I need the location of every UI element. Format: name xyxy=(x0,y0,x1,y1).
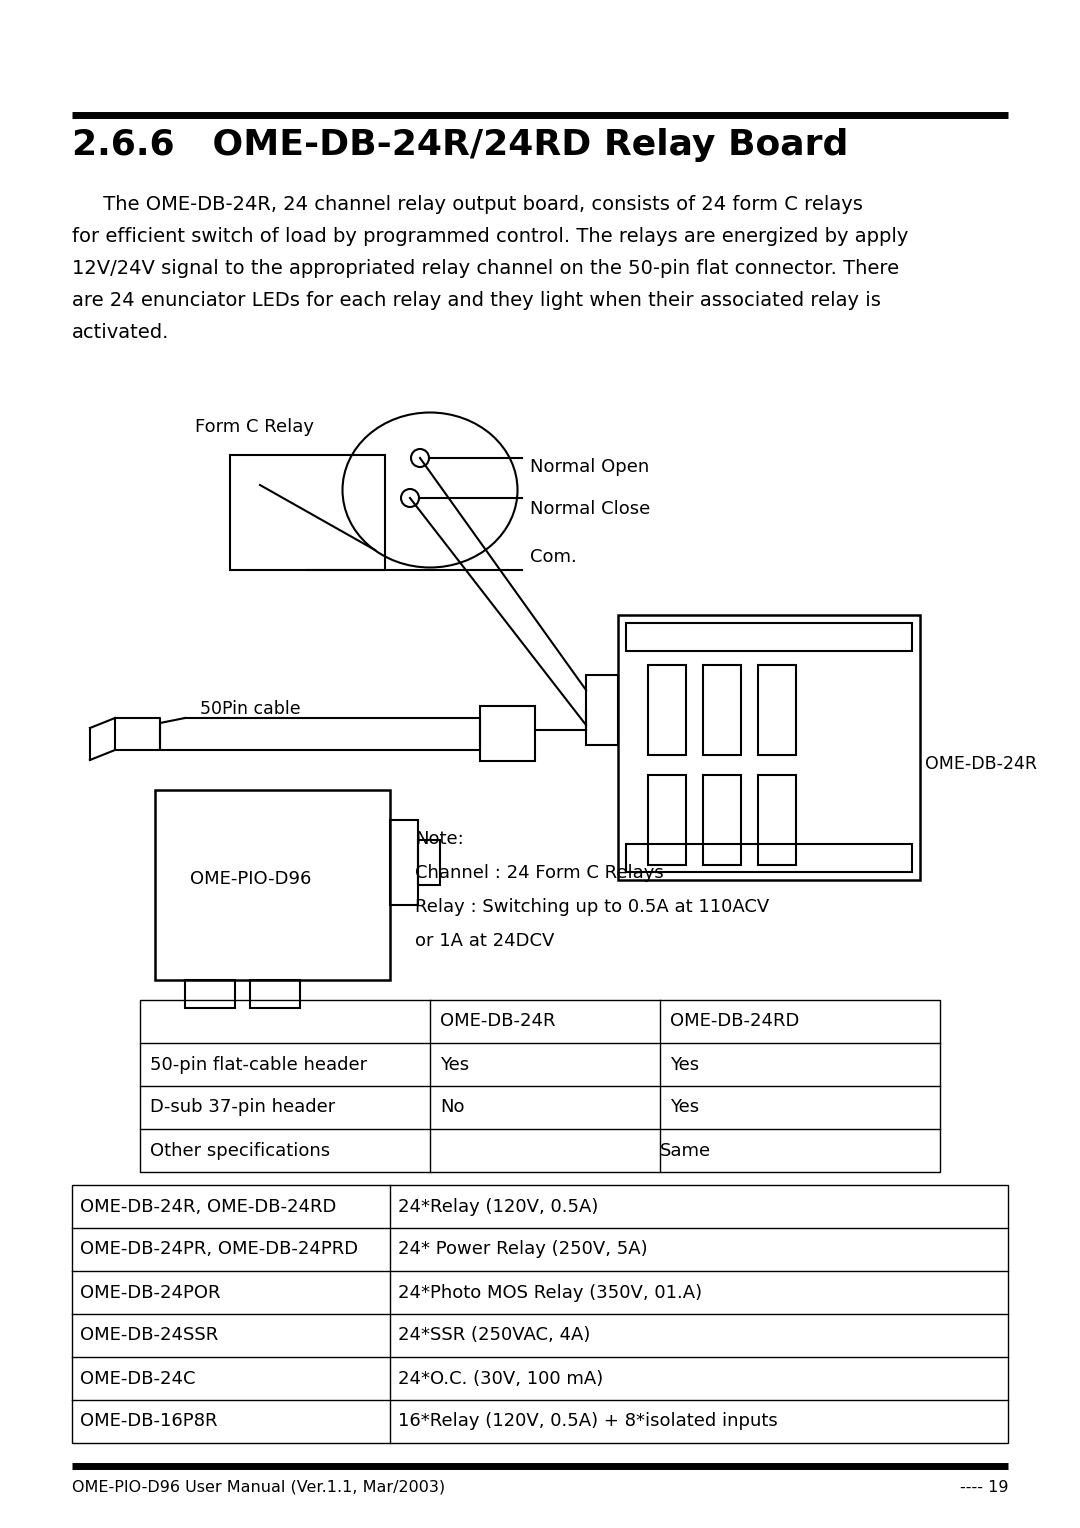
Text: 24* Power Relay (250V, 5A): 24* Power Relay (250V, 5A) xyxy=(399,1241,648,1259)
Bar xyxy=(618,614,920,880)
Bar xyxy=(418,840,440,885)
Text: ---- 19: ---- 19 xyxy=(959,1481,1008,1494)
Text: OME-PIO-D96 User Manual (Ver.1.1, Mar/2003): OME-PIO-D96 User Manual (Ver.1.1, Mar/20… xyxy=(72,1481,445,1494)
Bar xyxy=(648,775,686,865)
Text: are 24 enunciator LEDs for each relay and they light when their associated relay: are 24 enunciator LEDs for each relay an… xyxy=(72,290,881,310)
Text: 24*SSR (250VAC, 4A): 24*SSR (250VAC, 4A) xyxy=(399,1326,591,1345)
Bar xyxy=(703,775,741,865)
Text: 24*O.C. (30V, 100 mA): 24*O.C. (30V, 100 mA) xyxy=(399,1369,604,1387)
Text: 16*Relay (120V, 0.5A) + 8*isolated inputs: 16*Relay (120V, 0.5A) + 8*isolated input… xyxy=(399,1412,778,1430)
Text: OME-DB-24RD: OME-DB-24RD xyxy=(670,1013,799,1030)
Text: 2.6.6   OME-DB-24R/24RD Relay Board: 2.6.6 OME-DB-24R/24RD Relay Board xyxy=(72,128,849,162)
Text: Normal Close: Normal Close xyxy=(530,500,650,518)
Text: 12V/24V signal to the appropriated relay channel on the 50-pin flat connector. T: 12V/24V signal to the appropriated relay… xyxy=(72,260,900,278)
Bar xyxy=(703,665,741,755)
Text: OME-DB-24PR, OME-DB-24PRD: OME-DB-24PR, OME-DB-24PRD xyxy=(80,1241,359,1259)
Text: for efficient switch of load by programmed control. The relays are energized by : for efficient switch of load by programm… xyxy=(72,228,908,246)
Text: OME-DB-16P8R: OME-DB-16P8R xyxy=(80,1412,217,1430)
Text: OME-DB-24R: OME-DB-24R xyxy=(924,755,1037,773)
Text: Channel : 24 Form C Relays: Channel : 24 Form C Relays xyxy=(415,863,664,882)
Bar xyxy=(480,706,535,761)
Bar xyxy=(626,843,912,872)
Text: Form C Relay: Form C Relay xyxy=(195,419,314,435)
Text: OME-DB-24SSR: OME-DB-24SSR xyxy=(80,1326,218,1345)
Text: 50Pin cable: 50Pin cable xyxy=(200,700,300,718)
Bar xyxy=(586,675,618,746)
Text: Yes: Yes xyxy=(670,1099,699,1117)
Text: 50-pin flat-cable header: 50-pin flat-cable header xyxy=(150,1056,367,1074)
Text: 24*Photo MOS Relay (350V, 01.A): 24*Photo MOS Relay (350V, 01.A) xyxy=(399,1284,702,1302)
Text: Normal Open: Normal Open xyxy=(530,458,649,477)
Bar xyxy=(758,665,796,755)
Text: Note:: Note: xyxy=(415,830,463,848)
Text: 24*Relay (120V, 0.5A): 24*Relay (120V, 0.5A) xyxy=(399,1198,598,1215)
Bar xyxy=(72,1186,1008,1442)
Text: Same: Same xyxy=(660,1141,711,1160)
Bar xyxy=(758,775,796,865)
Bar xyxy=(626,623,912,651)
Text: Yes: Yes xyxy=(670,1056,699,1074)
Text: OME-PIO-D96: OME-PIO-D96 xyxy=(190,869,311,888)
Text: OME-DB-24R: OME-DB-24R xyxy=(440,1013,555,1030)
Text: OME-DB-24POR: OME-DB-24POR xyxy=(80,1284,220,1302)
Text: D-sub 37-pin header: D-sub 37-pin header xyxy=(150,1099,335,1117)
Bar xyxy=(648,665,686,755)
Bar xyxy=(156,790,390,979)
Text: No: No xyxy=(440,1099,464,1117)
Text: Relay : Switching up to 0.5A at 110ACV: Relay : Switching up to 0.5A at 110ACV xyxy=(415,898,769,915)
Text: OME-DB-24C: OME-DB-24C xyxy=(80,1369,195,1387)
Text: The OME-DB-24R, 24 channel relay output board, consists of 24 form C relays: The OME-DB-24R, 24 channel relay output … xyxy=(72,196,863,214)
Text: or 1A at 24DCV: or 1A at 24DCV xyxy=(415,932,554,950)
Bar xyxy=(390,821,418,905)
Text: activated.: activated. xyxy=(72,322,170,342)
Text: Com.: Com. xyxy=(530,549,577,565)
Text: Other specifications: Other specifications xyxy=(150,1141,330,1160)
Bar xyxy=(185,979,235,1008)
Bar xyxy=(230,455,384,570)
Bar xyxy=(249,979,300,1008)
Bar xyxy=(140,999,940,1172)
Text: OME-DB-24R, OME-DB-24RD: OME-DB-24R, OME-DB-24RD xyxy=(80,1198,336,1215)
Text: Yes: Yes xyxy=(440,1056,469,1074)
